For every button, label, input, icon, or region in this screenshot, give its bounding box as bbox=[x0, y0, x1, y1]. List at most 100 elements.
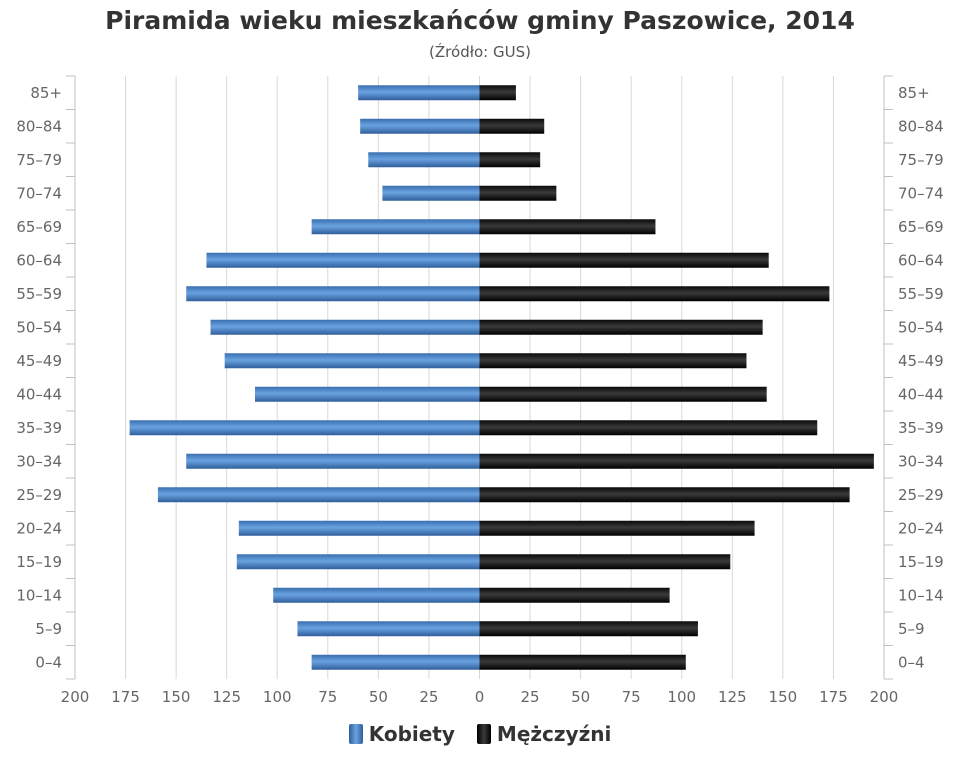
legend-swatch-mezczyzni bbox=[476, 724, 491, 744]
x-tick-label: 50 bbox=[571, 688, 590, 706]
y-tick-label-left: 50–54 bbox=[16, 318, 62, 336]
x-tick-label: 125 bbox=[212, 688, 241, 706]
y-tick-label-left: 10–14 bbox=[16, 586, 62, 604]
bar-mezczyzni[interactable] bbox=[479, 453, 874, 469]
bar-kobiety[interactable] bbox=[157, 487, 480, 503]
y-tick-label-left: 25–29 bbox=[16, 486, 62, 504]
y-tick-label-right: 20–24 bbox=[898, 519, 944, 537]
y-tick-label-left: 55–59 bbox=[16, 285, 62, 303]
bar-kobiety[interactable] bbox=[368, 152, 480, 168]
bars bbox=[129, 85, 874, 670]
x-tick-label: 0 bbox=[475, 688, 485, 706]
y-tick-label-left: 80–84 bbox=[16, 117, 62, 135]
x-tick-label: 175 bbox=[819, 688, 848, 706]
bar-kobiety[interactable] bbox=[382, 185, 480, 201]
bar-mezczyzni[interactable] bbox=[479, 286, 830, 302]
bar-mezczyzni[interactable] bbox=[479, 520, 755, 536]
bar-kobiety[interactable] bbox=[224, 353, 480, 369]
bar-mezczyzni[interactable] bbox=[479, 420, 818, 436]
bar-kobiety[interactable] bbox=[206, 252, 480, 268]
y-tick-label-right: 35–39 bbox=[898, 419, 944, 437]
bar-kobiety[interactable] bbox=[311, 654, 480, 670]
bar-mezczyzni[interactable] bbox=[479, 353, 747, 369]
x-tick-label: 150 bbox=[769, 688, 798, 706]
x-tick-label: 25 bbox=[521, 688, 540, 706]
legend-label-mezczyzni: Mężczyźni bbox=[496, 722, 612, 746]
x-tick-label: 100 bbox=[667, 688, 696, 706]
x-tick-label: 200 bbox=[870, 688, 899, 706]
y-tick-label-left: 75–79 bbox=[16, 151, 62, 169]
bar-kobiety[interactable] bbox=[255, 386, 480, 402]
bar-mezczyzni[interactable] bbox=[479, 152, 541, 168]
bar-kobiety[interactable] bbox=[210, 319, 480, 335]
tick-labels: 200 175 150 125 100 75 50 25 0 25 50 75 100 125 150 175… bbox=[16, 84, 943, 706]
y-tick-label-right: 45–49 bbox=[898, 352, 944, 370]
bar-kobiety[interactable] bbox=[358, 85, 480, 101]
y-tick-label-right: 25–29 bbox=[898, 486, 944, 504]
x-tick-label: 150 bbox=[162, 688, 191, 706]
y-tick-label-right: 5–9 bbox=[898, 620, 925, 638]
y-tick-label-left: 0–4 bbox=[35, 653, 62, 671]
y-tick-label-right: 30–34 bbox=[898, 452, 944, 470]
y-tick-label-left: 45–49 bbox=[16, 352, 62, 370]
y-tick-label-right: 60–64 bbox=[898, 251, 944, 269]
y-tick-label-left: 65–69 bbox=[16, 218, 62, 236]
x-tick-label: 25 bbox=[419, 688, 438, 706]
y-tick-label-right: 15–19 bbox=[898, 553, 944, 571]
y-tick-label-right: 50–54 bbox=[898, 318, 944, 336]
y-tick-label-right: 0–4 bbox=[898, 653, 925, 671]
bar-kobiety[interactable] bbox=[186, 453, 480, 469]
chart-title: Piramida wieku mieszkańców gminy Paszowi… bbox=[105, 6, 855, 35]
y-tick-label-left: 40–44 bbox=[16, 385, 62, 403]
bar-mezczyzni[interactable] bbox=[479, 185, 557, 201]
bar-mezczyzni[interactable] bbox=[479, 654, 686, 670]
legend: Kobiety Mężczyźni bbox=[0, 722, 960, 746]
bar-mezczyzni[interactable] bbox=[479, 621, 698, 637]
bar-kobiety[interactable] bbox=[360, 118, 480, 134]
chart-subtitle: (Źródło: GUS) bbox=[429, 43, 531, 61]
y-tick-label-right: 80–84 bbox=[898, 117, 944, 135]
legend-swatch-kobiety bbox=[348, 724, 363, 744]
bar-kobiety[interactable] bbox=[236, 554, 480, 570]
y-tick-label-right: 65–69 bbox=[898, 218, 944, 236]
y-tick-label-right: 55–59 bbox=[898, 285, 944, 303]
bar-kobiety[interactable] bbox=[129, 420, 480, 436]
bar-mezczyzni[interactable] bbox=[479, 219, 656, 235]
legend-label-kobiety: Kobiety bbox=[368, 722, 455, 746]
y-tick-label-left: 85+ bbox=[30, 84, 62, 102]
y-tick-label-right: 85+ bbox=[898, 84, 930, 102]
x-tick-label: 75 bbox=[318, 688, 337, 706]
legend-item-mezczyzni[interactable]: Mężczyźni bbox=[476, 722, 612, 746]
y-tick-label-left: 30–34 bbox=[16, 452, 62, 470]
bar-mezczyzni[interactable] bbox=[479, 386, 767, 402]
bar-mezczyzni[interactable] bbox=[479, 587, 670, 603]
bar-mezczyzni[interactable] bbox=[479, 487, 850, 503]
bar-mezczyzni[interactable] bbox=[479, 319, 763, 335]
y-tick-label-left: 60–64 bbox=[16, 251, 62, 269]
bar-mezczyzni[interactable] bbox=[479, 554, 731, 570]
y-tick-label-left: 70–74 bbox=[16, 184, 62, 202]
bar-mezczyzni[interactable] bbox=[479, 252, 769, 268]
x-tick-label: 200 bbox=[61, 688, 90, 706]
y-tick-label-right: 70–74 bbox=[898, 184, 944, 202]
y-tick-label-right: 75–79 bbox=[898, 151, 944, 169]
x-tick-label: 50 bbox=[369, 688, 388, 706]
bar-mezczyzni[interactable] bbox=[479, 85, 516, 101]
grid-lines bbox=[66, 75, 893, 680]
x-tick-label: 125 bbox=[718, 688, 747, 706]
bar-kobiety[interactable] bbox=[186, 286, 480, 302]
legend-item-kobiety[interactable]: Kobiety bbox=[348, 722, 455, 746]
y-tick-label-left: 20–24 bbox=[16, 519, 62, 537]
bar-kobiety[interactable] bbox=[297, 621, 480, 637]
x-tick-label: 175 bbox=[111, 688, 140, 706]
y-tick-label-right: 10–14 bbox=[898, 586, 944, 604]
y-tick-label-left: 5–9 bbox=[35, 620, 62, 638]
bar-kobiety[interactable] bbox=[273, 587, 480, 603]
bar-mezczyzni[interactable] bbox=[479, 118, 545, 134]
bar-kobiety[interactable] bbox=[238, 520, 480, 536]
y-tick-label-left: 15–19 bbox=[16, 553, 62, 571]
y-tick-label-left: 35–39 bbox=[16, 419, 62, 437]
bar-kobiety[interactable] bbox=[311, 219, 480, 235]
y-tick-label-right: 40–44 bbox=[898, 385, 944, 403]
